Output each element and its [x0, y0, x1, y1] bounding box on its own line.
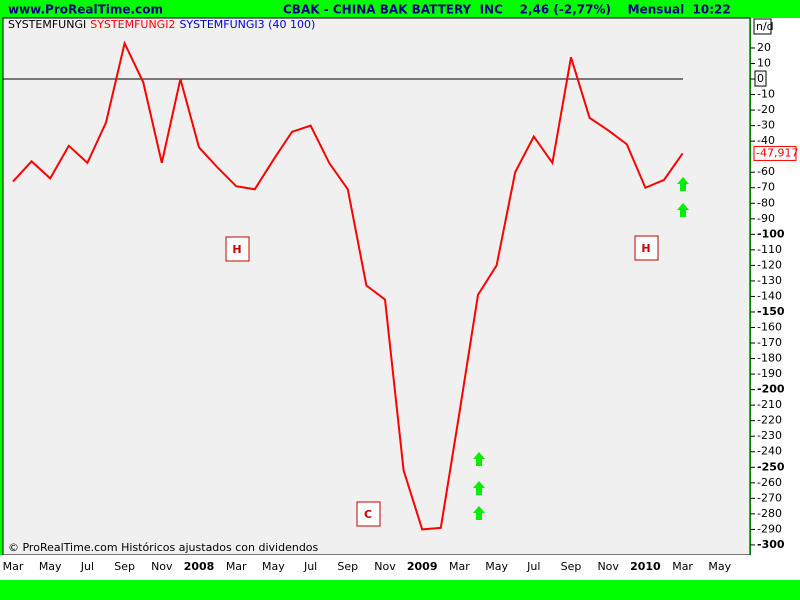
y-tick-label: -190	[757, 367, 782, 380]
y-tick-label: -150	[757, 305, 785, 318]
x-tick-label: Sep	[114, 560, 135, 573]
y-tick-label: -110	[757, 243, 782, 256]
x-axis-area	[0, 555, 800, 580]
value-tag: -47,917	[756, 146, 798, 159]
legend-entry: SYSTEMFUNGI2	[90, 18, 175, 31]
y-tick-label: -180	[757, 352, 782, 365]
annotation-label: C	[364, 508, 372, 521]
y-tick-label: -160	[757, 321, 782, 334]
annotation-label: H	[641, 242, 650, 255]
x-tick-label: Mar	[449, 560, 470, 573]
y-tick-label: -230	[757, 429, 782, 442]
y-tick-label: -280	[757, 507, 782, 520]
arrow	[677, 177, 689, 191]
y-tick-label: -260	[757, 476, 782, 489]
legend-entry: SYSTEMFUNGI	[8, 18, 86, 31]
y-tick-label: -210	[757, 398, 782, 411]
value-tag-box	[753, 145, 797, 161]
y-tick-label: -130	[757, 274, 782, 287]
signal-arrows	[473, 177, 689, 520]
x-tick-label: May	[485, 560, 508, 573]
y-tick-label: -100	[757, 227, 785, 240]
y-tick-label: -90	[757, 212, 775, 225]
x-tick-label: May	[262, 560, 285, 573]
y-tick-label: -10	[757, 88, 775, 101]
x-tick-label: Jul	[303, 560, 317, 573]
annotation: H H C	[225, 235, 659, 527]
annotation-label: H	[232, 243, 241, 256]
y-tick-label: -290	[757, 522, 782, 535]
x-tick-label: Jul	[526, 560, 540, 573]
y-tick-label: 0	[757, 72, 764, 85]
x-tick-label: Sep	[337, 560, 358, 573]
arrow	[473, 506, 485, 520]
x-tick-label: Mar	[3, 560, 24, 573]
x-tick-label: May	[39, 560, 62, 573]
y-tick-label: -220	[757, 414, 782, 427]
y-tick-label: -40	[757, 134, 775, 147]
x-tick-label: Nov	[151, 560, 173, 573]
x-tick-label: 2010	[630, 560, 661, 573]
y-tick-label: -170	[757, 336, 782, 349]
axis-note: n/d	[756, 20, 774, 33]
y-tick-label: -60	[757, 165, 775, 178]
y-tick-label: -140	[757, 289, 782, 302]
y-tick-label: -80	[757, 196, 775, 209]
x-tick-label: May	[708, 560, 731, 573]
arrow	[473, 481, 485, 495]
plot-area	[2, 17, 751, 556]
title: CBAK - CHINA BAK BATTERY INC 2,46 (-2,77…	[283, 3, 731, 17]
zero-box	[754, 70, 767, 87]
axis-note-box	[753, 18, 772, 35]
annotation-box	[356, 501, 381, 527]
x-tick-label: 2009	[407, 560, 438, 573]
y-tick-label: 10	[757, 57, 771, 70]
arrow	[677, 203, 689, 217]
footer: © ProRealTime.com Históricos ajustados c…	[8, 541, 319, 554]
legend-entry: SYSTEMFUNGI3 (40 100)	[179, 18, 315, 31]
x-tick-label: Jul	[80, 560, 94, 573]
y-tick-label: 20	[757, 41, 771, 54]
y-tick-label: -240	[757, 445, 782, 458]
y-tick-label: -300	[757, 538, 785, 551]
y-tick-label: -20	[757, 103, 775, 116]
annotation-box	[225, 236, 250, 262]
y-tick-label: -30	[757, 119, 775, 132]
y-tick-label: -270	[757, 491, 782, 504]
x-tick-label: Mar	[226, 560, 247, 573]
x-tick-label: Mar	[672, 560, 693, 573]
x-tick-label: 2008	[184, 560, 215, 573]
annotation-box	[634, 235, 659, 261]
y-tick-label: -70	[757, 181, 775, 194]
x-tick-label: Sep	[561, 560, 582, 573]
y-tick-label: -120	[757, 258, 782, 271]
y-axis-area	[751, 18, 800, 555]
site: www.ProRealTime.com	[8, 3, 163, 17]
line	[12, 40, 684, 531]
x-tick-label: Nov	[597, 560, 619, 573]
arrow	[473, 452, 485, 466]
x-tick-label: Nov	[374, 560, 396, 573]
y-tick-label: -250	[757, 460, 785, 473]
y-tick-label: -200	[757, 383, 785, 396]
